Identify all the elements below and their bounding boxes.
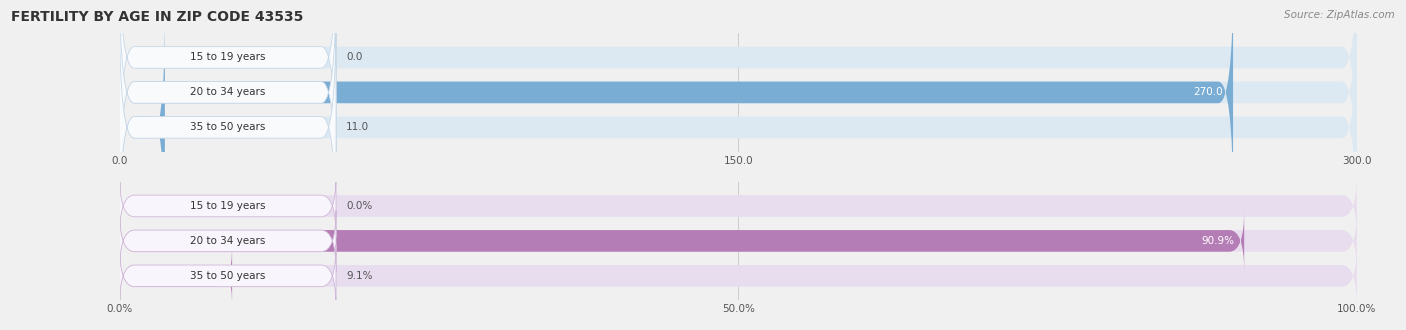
FancyBboxPatch shape [120, 210, 1244, 272]
Text: 9.1%: 9.1% [346, 271, 373, 281]
Text: 270.0: 270.0 [1194, 87, 1223, 97]
Text: 35 to 50 years: 35 to 50 years [190, 271, 266, 281]
FancyBboxPatch shape [120, 13, 336, 242]
FancyBboxPatch shape [120, 0, 1233, 207]
FancyBboxPatch shape [120, 175, 336, 237]
Text: 11.0: 11.0 [346, 122, 368, 132]
FancyBboxPatch shape [120, 245, 1357, 307]
FancyBboxPatch shape [120, 210, 1357, 272]
Text: 20 to 34 years: 20 to 34 years [190, 236, 266, 246]
FancyBboxPatch shape [120, 0, 336, 207]
Text: 35 to 50 years: 35 to 50 years [190, 122, 266, 132]
Text: FERTILITY BY AGE IN ZIP CODE 43535: FERTILITY BY AGE IN ZIP CODE 43535 [11, 10, 304, 24]
FancyBboxPatch shape [120, 210, 336, 272]
FancyBboxPatch shape [120, 0, 1357, 207]
FancyBboxPatch shape [120, 13, 165, 242]
FancyBboxPatch shape [120, 245, 336, 307]
FancyBboxPatch shape [120, 0, 1357, 172]
Text: 0.0: 0.0 [346, 52, 363, 62]
Text: 90.9%: 90.9% [1201, 236, 1234, 246]
Text: 20 to 34 years: 20 to 34 years [190, 87, 266, 97]
Text: 0.0%: 0.0% [346, 201, 373, 211]
Text: Source: ZipAtlas.com: Source: ZipAtlas.com [1284, 10, 1395, 20]
FancyBboxPatch shape [120, 245, 232, 307]
FancyBboxPatch shape [120, 0, 336, 172]
Text: 15 to 19 years: 15 to 19 years [190, 201, 266, 211]
Text: 15 to 19 years: 15 to 19 years [190, 52, 266, 62]
FancyBboxPatch shape [120, 13, 1357, 242]
FancyBboxPatch shape [120, 175, 1357, 237]
